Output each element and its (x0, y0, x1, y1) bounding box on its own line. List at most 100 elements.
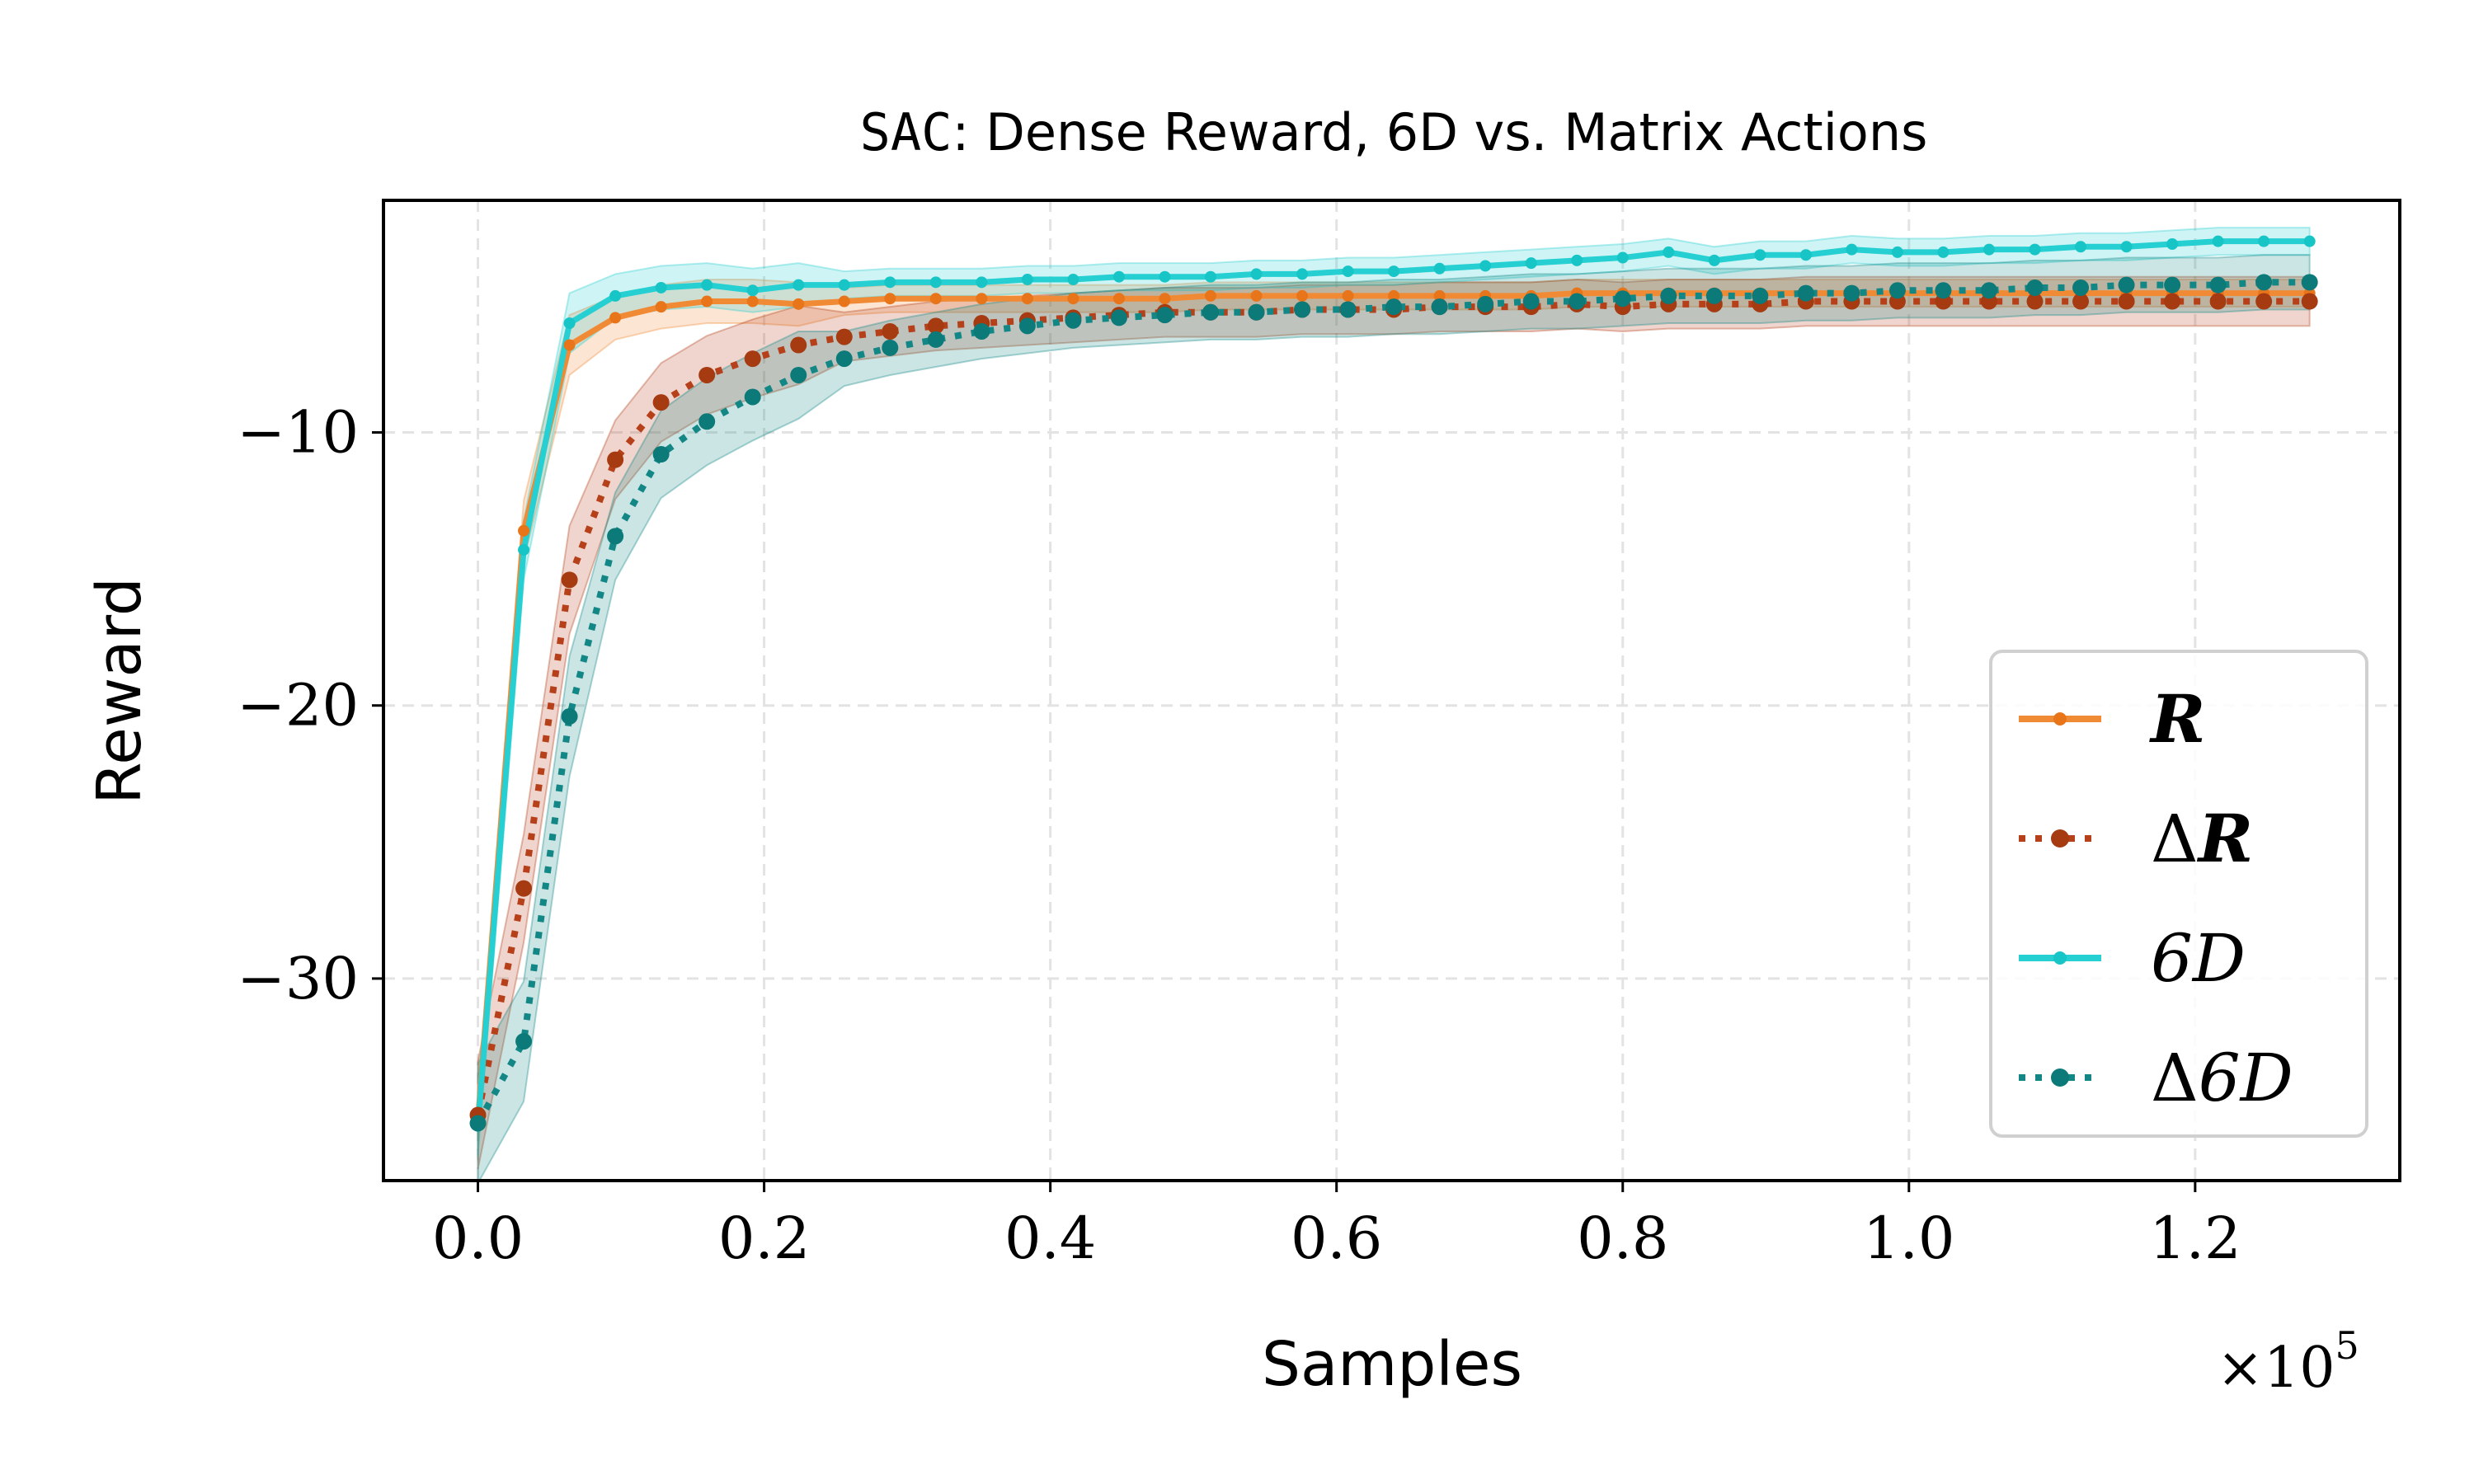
point-0-12 (1021, 293, 1033, 305)
point-0-19 (1342, 289, 1354, 302)
point-3-8 (835, 350, 853, 368)
y-tick-label: −30 (237, 945, 359, 1012)
point-2-21 (1433, 262, 1446, 275)
point-0-7 (793, 298, 805, 310)
point-2-40 (2303, 235, 2316, 247)
point-0-14 (1112, 293, 1125, 305)
point-0-13 (1067, 293, 1079, 305)
x-multiplier-exponent: 5 (2335, 1323, 2359, 1368)
point-0-18 (1296, 289, 1309, 302)
point-3-16 (1202, 303, 1219, 321)
point-3-4 (652, 446, 670, 463)
point-3-9 (882, 339, 899, 356)
point-2-18 (1296, 268, 1309, 280)
point-0-10 (929, 293, 942, 305)
point-2-2 (563, 317, 576, 330)
point-2-3 (609, 289, 622, 302)
point-3-21 (1431, 298, 1448, 316)
point-3-0 (469, 1115, 487, 1132)
point-2-22 (1479, 260, 1492, 272)
point-3-18 (1294, 301, 1311, 318)
point-3-31 (1888, 282, 1906, 299)
point-1-2 (561, 571, 578, 589)
point-3-14 (1110, 309, 1127, 326)
point-1-10 (927, 317, 944, 335)
x-tick-label: 0.2 (718, 1205, 810, 1272)
y-axis-label: Reward (84, 577, 155, 805)
point-1-7 (790, 336, 807, 354)
chart-title-code: SAC (860, 102, 952, 162)
y-tick-label: −20 (237, 672, 359, 740)
point-2-9 (884, 276, 896, 289)
point-1-9 (882, 322, 899, 340)
point-2-15 (1159, 270, 1171, 283)
series-line-1 (474, 298, 2310, 1116)
point-2-4 (655, 281, 667, 294)
x-axis-label: Samples (1262, 1329, 1522, 1400)
point-3-13 (1065, 312, 1082, 329)
point-2-35 (2075, 241, 2087, 253)
legend-label-0: R (2149, 680, 2205, 758)
point-3-3 (607, 528, 624, 545)
point-3-1 (515, 1033, 533, 1050)
plot-frame (382, 199, 2401, 1182)
point-2-30 (1846, 243, 1858, 256)
point-0-15 (1159, 293, 1171, 305)
series-markers (469, 235, 2318, 1132)
legend-marker-3 (2051, 1068, 2069, 1087)
point-2-33 (1982, 243, 1995, 256)
band-1 (477, 275, 2311, 1170)
legend-prefix: Δ (2151, 1040, 2199, 1116)
point-0-20 (1388, 289, 1400, 302)
point-3-15 (1156, 307, 1174, 324)
point-2-6 (746, 284, 759, 297)
x-tick-label: 0.4 (1004, 1205, 1096, 1272)
point-2-38 (2212, 235, 2224, 247)
legend-symbol: R (2197, 800, 2253, 877)
point-3-19 (1339, 301, 1357, 318)
point-0-17 (1250, 289, 1263, 302)
point-0-4 (655, 301, 667, 313)
point-2-12 (1021, 274, 1033, 286)
point-3-7 (790, 366, 807, 383)
point-0-21 (1433, 289, 1446, 302)
point-1-37 (2164, 293, 2181, 310)
point-1-1 (515, 880, 533, 897)
point-0-5 (701, 295, 713, 308)
point-2-14 (1112, 270, 1125, 283)
legend-marker-0 (2053, 712, 2067, 726)
point-0-2 (563, 339, 576, 351)
point-3-40 (2301, 274, 2318, 291)
legend-box (1989, 650, 2368, 1138)
point-3-37 (2164, 276, 2181, 294)
point-1-38 (2209, 293, 2227, 310)
legend-marker-2 (2053, 951, 2067, 965)
point-3-35 (2072, 279, 2090, 296)
point-1-40 (2301, 293, 2318, 310)
legend-label-3: Δ6D (2151, 1040, 2293, 1116)
legend-label-1: ΔR (2151, 800, 2253, 877)
point-0-6 (746, 295, 759, 308)
point-0-16 (1204, 289, 1216, 302)
point-3-38 (2209, 276, 2227, 294)
point-0-3 (609, 312, 622, 324)
point-2-34 (2029, 243, 2041, 256)
point-1-4 (652, 394, 670, 411)
x-multiplier-base: ×10 (2217, 1336, 2335, 1401)
point-3-11 (973, 322, 990, 340)
point-2-28 (1754, 249, 1766, 261)
point-3-22 (1477, 295, 1494, 312)
x-axis-multiplier: ×105 (2217, 1323, 2359, 1401)
point-2-11 (976, 276, 988, 289)
point-3-5 (698, 413, 716, 430)
point-3-23 (1522, 293, 1540, 310)
point-0-11 (976, 293, 988, 305)
legend-marker-1 (2051, 829, 2069, 848)
point-3-25 (1614, 290, 1631, 308)
point-3-2 (561, 707, 578, 725)
point-2-37 (2166, 237, 2179, 250)
point-2-19 (1342, 265, 1354, 278)
point-1-34 (2026, 293, 2044, 310)
point-1-3 (607, 451, 624, 468)
